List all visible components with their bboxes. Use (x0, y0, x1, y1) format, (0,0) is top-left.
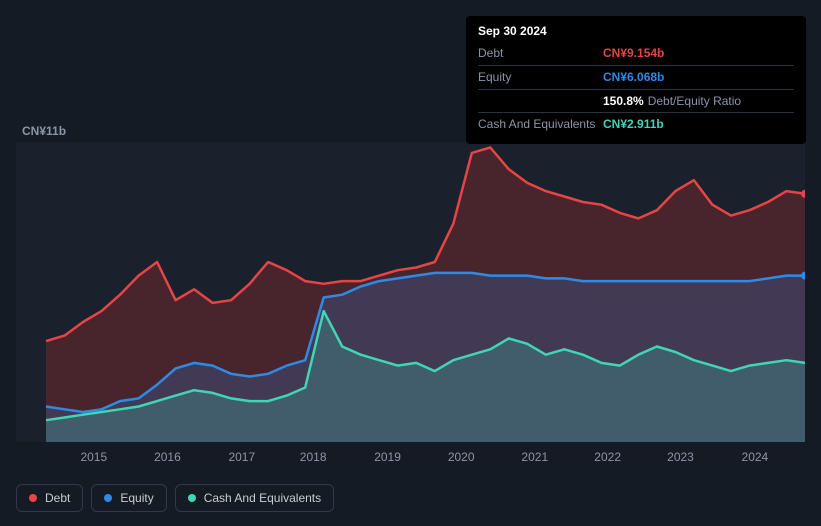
legend-item-cash-and-equivalents[interactable]: Cash And Equivalents (175, 484, 334, 512)
x-tick-2020: 2020 (448, 450, 475, 464)
legend-item-debt[interactable]: Debt (16, 484, 83, 512)
tooltip-label: Cash And Equivalents (478, 116, 603, 133)
x-tick-2019: 2019 (374, 450, 401, 464)
x-tick-2021: 2021 (521, 450, 548, 464)
tooltip-label (478, 93, 603, 110)
x-tick-2018: 2018 (300, 450, 327, 464)
tooltip-label: Debt (478, 45, 603, 62)
tooltip: Sep 30 2024 DebtCN¥9.154bEquityCN¥6.068b… (466, 16, 806, 144)
y-axis-top-label: CN¥11b (22, 124, 66, 138)
tooltip-row: DebtCN¥9.154b (478, 42, 794, 65)
x-tick-2023: 2023 (667, 450, 694, 464)
legend-dot-icon (188, 494, 196, 502)
tooltip-row: Cash And EquivalentsCN¥2.911b (478, 112, 794, 136)
chart-area[interactable] (16, 142, 805, 442)
tooltip-extra: Debt/Equity Ratio (648, 94, 741, 108)
tooltip-value: CN¥6.068b (603, 69, 664, 86)
chart-svg (16, 142, 805, 442)
tooltip-value: CN¥9.154b (603, 45, 664, 62)
legend-label: Cash And Equivalents (204, 491, 321, 505)
legend-item-equity[interactable]: Equity (91, 484, 166, 512)
legend-dot-icon (29, 494, 37, 502)
legend-label: Debt (45, 491, 70, 505)
tooltip-row: 150.8%Debt/Equity Ratio (478, 89, 794, 113)
legend: Debt Equity Cash And Equivalents (16, 484, 334, 512)
x-tick-2015: 2015 (80, 450, 107, 464)
tooltip-row: EquityCN¥6.068b (478, 65, 794, 89)
x-tick-2022: 2022 (594, 450, 621, 464)
tooltip-value: CN¥2.911b (603, 116, 664, 133)
x-tick-2016: 2016 (154, 450, 181, 464)
tooltip-value: 150.8%Debt/Equity Ratio (603, 93, 741, 110)
tooltip-label: Equity (478, 69, 603, 86)
legend-dot-icon (104, 494, 112, 502)
legend-label: Equity (120, 491, 153, 505)
x-tick-2017: 2017 (228, 450, 255, 464)
tooltip-date: Sep 30 2024 (478, 24, 794, 38)
x-tick-2024: 2024 (742, 450, 769, 464)
